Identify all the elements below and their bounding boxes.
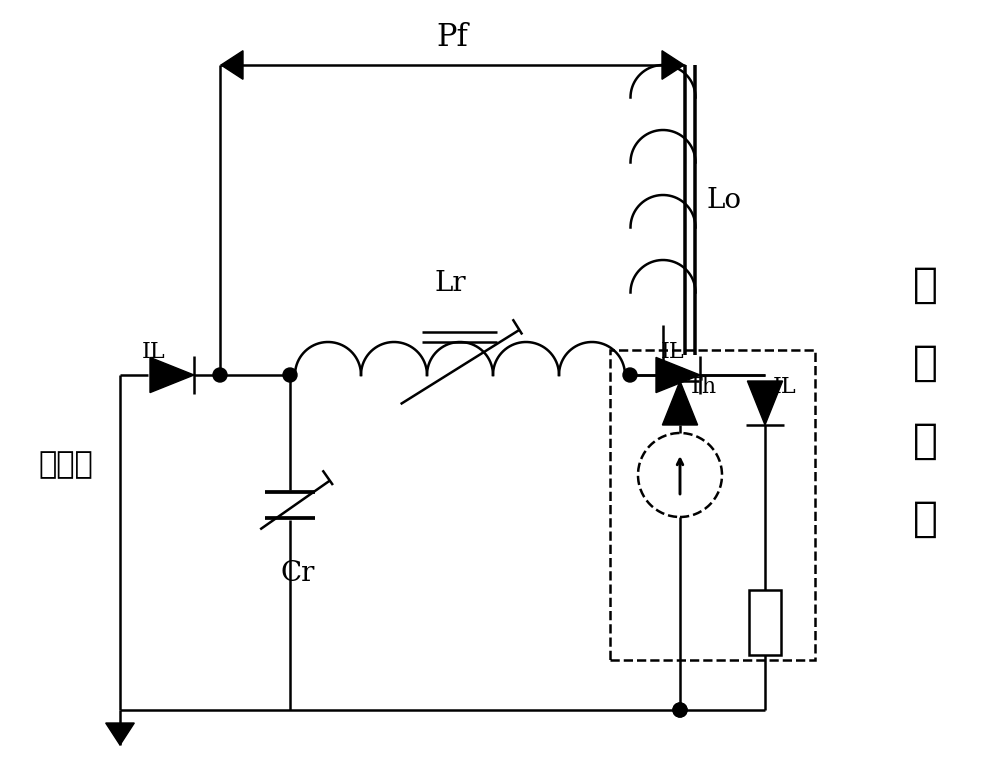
Polygon shape	[662, 381, 698, 425]
Text: 电网侧: 电网侧	[38, 451, 93, 480]
Circle shape	[673, 368, 687, 382]
Bar	[749, 590, 781, 655]
Polygon shape	[221, 50, 243, 80]
Polygon shape	[662, 50, 684, 80]
Text: 户: 户	[912, 342, 938, 384]
Text: 负: 负	[912, 420, 938, 462]
Circle shape	[673, 703, 687, 717]
Text: 用: 用	[912, 264, 938, 306]
Polygon shape	[656, 357, 700, 392]
Text: IL: IL	[142, 341, 166, 363]
Polygon shape	[150, 357, 194, 392]
Polygon shape	[747, 381, 783, 425]
Text: Lr: Lr	[434, 270, 466, 297]
Text: Cr: Cr	[281, 560, 315, 587]
Text: IL: IL	[661, 341, 685, 363]
Circle shape	[673, 703, 687, 717]
Text: Pf: Pf	[437, 22, 468, 53]
Text: IL: IL	[773, 376, 797, 398]
Circle shape	[213, 368, 227, 382]
Circle shape	[283, 368, 297, 382]
Polygon shape	[106, 723, 134, 745]
Bar	[610, 350, 815, 660]
Text: 载: 载	[912, 498, 938, 540]
Text: Th: Th	[688, 376, 717, 398]
Circle shape	[623, 368, 637, 382]
Text: Lo: Lo	[707, 187, 742, 213]
